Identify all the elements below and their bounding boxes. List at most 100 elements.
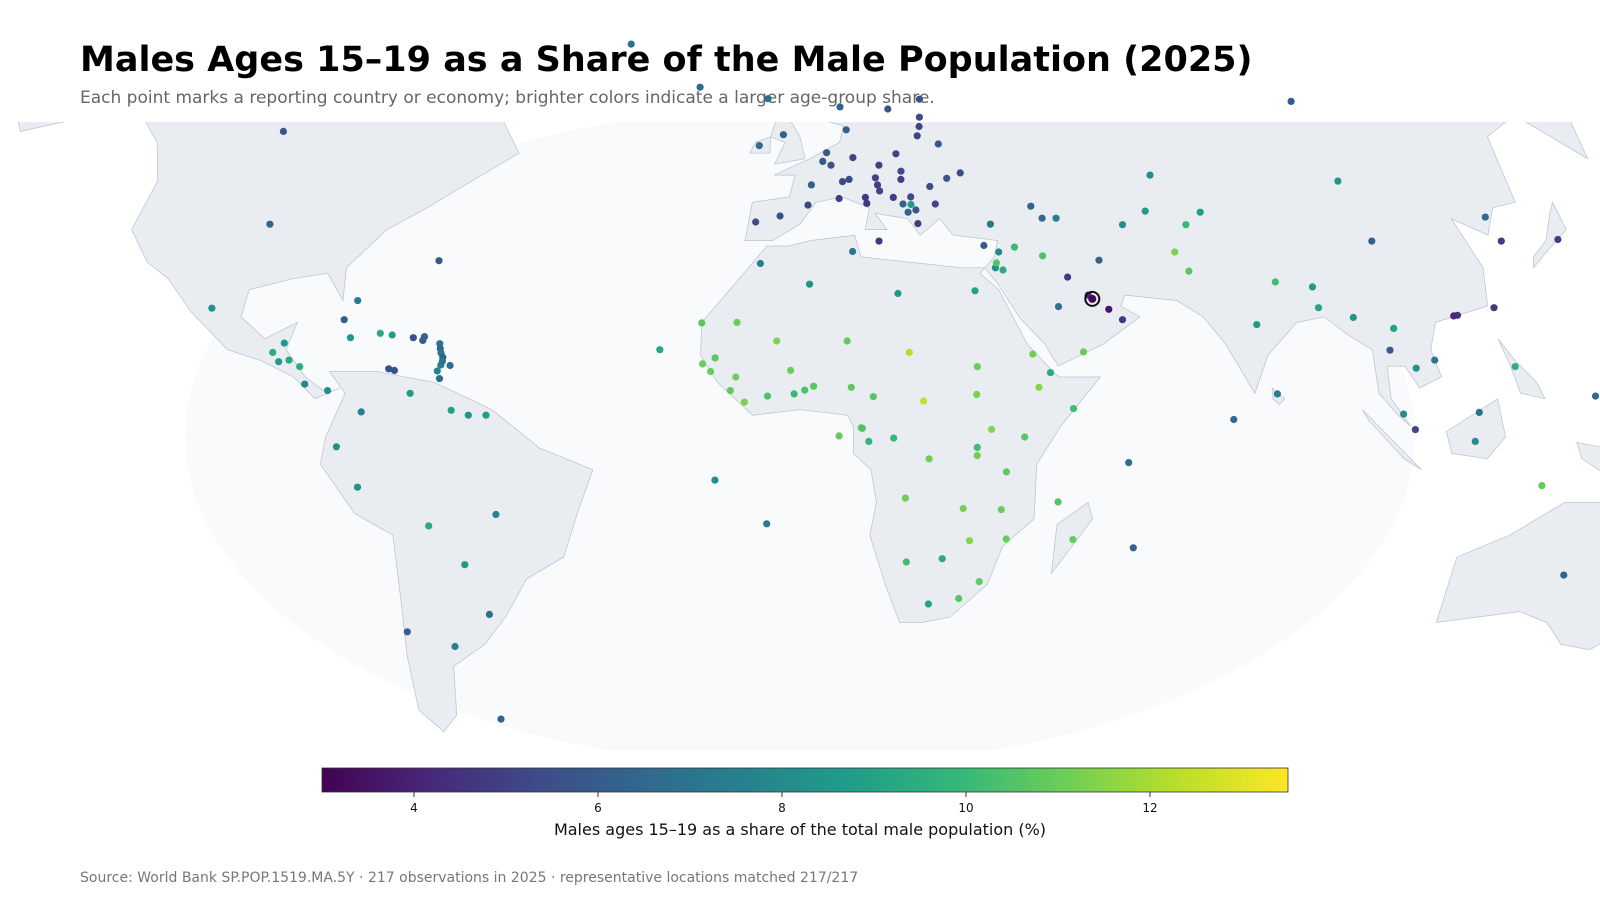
data-point — [934, 140, 942, 148]
data-point — [1095, 256, 1103, 264]
data-point — [425, 522, 433, 530]
data-point — [901, 494, 910, 502]
data-point — [285, 356, 293, 364]
data-point — [914, 220, 922, 228]
data-point — [409, 334, 417, 342]
colorbar-tick-label: 12 — [1142, 801, 1157, 815]
data-point — [1390, 324, 1398, 332]
data-point — [1054, 498, 1062, 506]
highlight-ring — [1084, 290, 1101, 307]
data-point — [1308, 283, 1317, 291]
data-point — [1064, 273, 1072, 281]
data-point — [1002, 535, 1010, 543]
data-point — [1287, 97, 1295, 105]
data-point — [269, 348, 277, 356]
data-point — [756, 259, 765, 268]
data-point — [913, 132, 921, 140]
data-point — [973, 452, 981, 460]
colorbar-label: Males ages 15–19 as a share of the total… — [553, 820, 1047, 839]
data-point — [875, 237, 883, 245]
data-point — [437, 361, 445, 369]
data-point — [1411, 426, 1419, 434]
landmass — [1445, 398, 1506, 460]
data-point — [1079, 348, 1088, 356]
data-point — [845, 175, 853, 183]
data-point — [999, 266, 1007, 274]
data-point — [986, 220, 995, 228]
data-point — [897, 175, 905, 183]
data-point — [461, 561, 469, 569]
data-point — [894, 289, 902, 298]
data-point — [1146, 171, 1154, 179]
data-point — [1490, 304, 1498, 312]
data-point — [1334, 177, 1342, 185]
data-point — [973, 390, 981, 398]
data-point — [904, 208, 912, 216]
landmass — [320, 371, 594, 733]
colorbar-tick-label: 4 — [410, 801, 418, 815]
data-point — [865, 437, 873, 445]
landmass — [1576, 442, 1600, 472]
data-point — [836, 103, 844, 111]
data-point — [997, 506, 1005, 514]
data-point — [301, 380, 309, 388]
data-point — [804, 201, 812, 209]
data-point — [861, 193, 870, 201]
data-point — [823, 149, 831, 157]
data-point — [843, 337, 851, 345]
data-point — [835, 194, 843, 203]
colorbar-gradient — [321, 767, 1289, 793]
data-point — [1400, 410, 1408, 418]
data-point — [801, 386, 809, 394]
source-note: Source: World Bank SP.POP.1519.MA.5Y · 2… — [80, 870, 859, 886]
data-point — [1105, 305, 1113, 313]
data-point — [1386, 346, 1394, 354]
data-point — [388, 331, 396, 339]
data-point — [433, 367, 441, 375]
data-point — [1271, 278, 1279, 286]
data-point — [497, 715, 505, 723]
data-point — [1038, 214, 1046, 222]
data-point — [1141, 207, 1149, 215]
landmass — [770, 122, 806, 165]
data-point — [787, 366, 795, 374]
data-point — [1010, 243, 1019, 251]
data-point — [849, 247, 857, 256]
data-point — [1069, 536, 1077, 544]
data-point — [1450, 312, 1458, 320]
data-point — [973, 363, 981, 371]
data-point — [907, 200, 915, 209]
page-subtitle: Each point marks a reporting country or … — [80, 88, 935, 108]
data-point — [1412, 364, 1420, 372]
data-point — [1182, 221, 1190, 229]
data-point — [892, 150, 900, 158]
data-point — [912, 206, 920, 214]
data-point — [863, 199, 871, 207]
data-point — [740, 398, 749, 406]
data-point — [353, 483, 362, 491]
colorbar: 4 6 8 10 12 — [321, 767, 1289, 815]
data-point — [838, 178, 847, 186]
data-point — [905, 348, 913, 356]
page-title: Males Ages 15–19 as a Share of the Male … — [80, 40, 1253, 80]
data-point — [435, 257, 443, 265]
colorbar-tick-label: 6 — [594, 801, 602, 815]
data-point — [1046, 369, 1055, 377]
data-point — [699, 360, 707, 368]
data-point — [1129, 544, 1137, 552]
data-point — [435, 375, 444, 383]
data-point — [871, 174, 880, 182]
data-point — [357, 408, 365, 416]
data-point — [1497, 237, 1505, 245]
landmass — [1435, 502, 1600, 651]
data-point — [1054, 303, 1063, 311]
data-point — [296, 363, 304, 371]
data-point — [1052, 214, 1060, 222]
data-point — [464, 411, 472, 419]
landmass — [1497, 338, 1546, 400]
data-point — [406, 389, 414, 397]
data-point — [711, 354, 719, 362]
data-point — [779, 131, 788, 139]
data-point — [806, 280, 814, 288]
